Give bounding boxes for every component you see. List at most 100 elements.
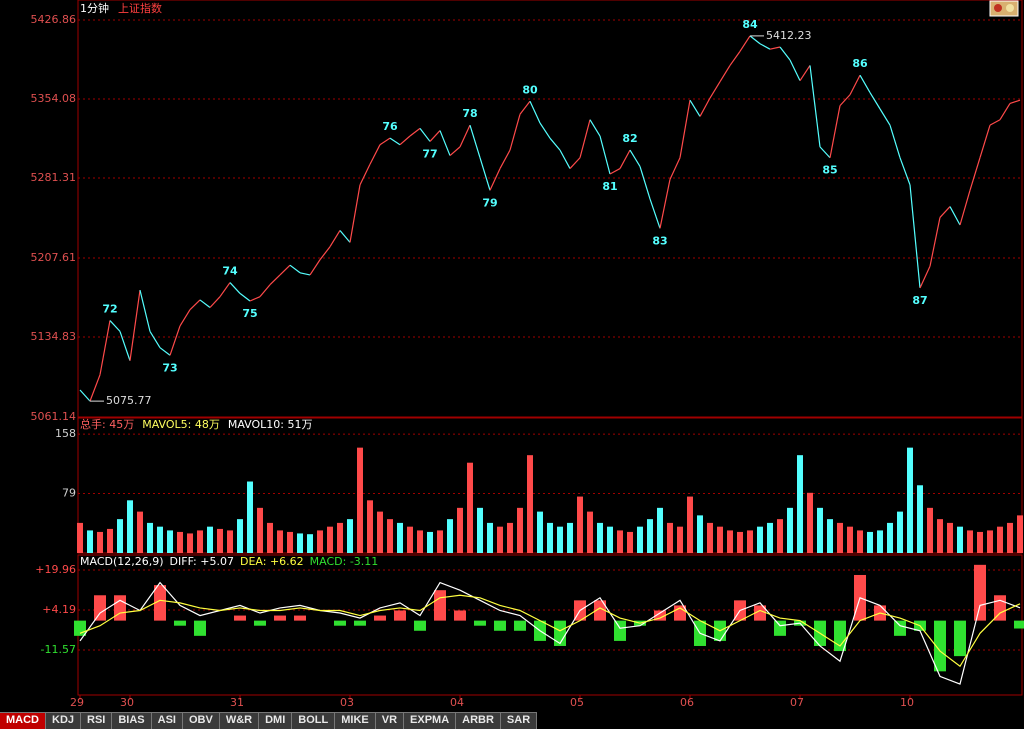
macd-bar [554,620,566,646]
volume-bar [1017,515,1023,553]
price-segment [559,149,571,169]
volume-bar [127,500,133,553]
indicator-tab[interactable]: MIKE [335,712,376,729]
indicator-tab[interactable]: VR [375,712,405,729]
price-segment [909,184,921,289]
price-segment [159,347,171,356]
volume-bar [347,519,353,553]
macd-bar [754,605,766,621]
volume-bar [547,522,553,553]
indicator-tab[interactable]: SAR [500,712,538,729]
volume-bar [917,485,923,553]
macd-bar [614,620,626,641]
indicator-tab[interactable]: OBV [182,712,220,729]
x-tick-label: 29 [70,696,84,709]
indicator-tab[interactable]: BIAS [112,712,152,729]
volume-bar [797,455,803,553]
macd-bar [1014,620,1024,629]
price-segment [709,81,721,99]
indicator-tab[interactable]: W&R [219,712,260,729]
price-segment [819,146,831,159]
wave-label: 79 [482,196,497,209]
wave-label: 82 [622,132,637,145]
volume-bar [207,526,213,553]
indicator-tab[interactable]: KDJ [46,712,82,729]
macd-bar [514,620,526,631]
price-segment [749,35,761,45]
price-segment [469,124,481,158]
macd-bar [354,620,366,626]
volume-bar [217,528,223,553]
y-tick-label: 5134.83 [31,330,77,343]
x-tick-label: 30 [120,696,134,709]
volume-bar [657,507,663,553]
macd-bar [194,620,206,636]
price-segment [739,35,751,52]
volume-bar [367,500,373,553]
price-segment [949,206,961,226]
price-segment [169,325,181,356]
price-segment [579,119,591,158]
price-segment [319,246,331,261]
volume-bar [187,533,193,553]
price-segment [979,124,991,158]
macd-bar [334,620,346,626]
volume-bar [107,528,113,553]
volume-bar [457,507,463,553]
indicator-tab[interactable]: DMI [259,712,293,729]
x-tick-label: 03 [340,696,354,709]
indicator-tab[interactable]: RSI [81,712,113,729]
macd-bar [474,620,486,626]
price-segment [389,137,401,146]
price-segment [799,65,811,81]
volume-bar [747,530,753,553]
macd-bar [294,615,306,621]
indicator-tab[interactable]: ASI [151,712,183,729]
indicator-tab[interactable]: BOLL [292,712,336,729]
price-segment [89,374,101,402]
volume-bar [157,526,163,553]
price-segment [539,122,551,139]
price-segment [399,135,411,146]
macd-bar [414,620,426,631]
macd-bar [234,615,246,621]
volume-bar [537,511,543,553]
price-segment [549,137,561,151]
price-segment [239,292,251,302]
macd-bar [494,620,506,631]
price-segment [449,146,461,157]
volume-bar [677,526,683,553]
indicator-tab[interactable]: ARBR [456,712,501,729]
price-segment [809,65,821,147]
price-segment [519,100,531,115]
volume-bar [737,531,743,553]
volume-bar [607,526,613,553]
price-segment [879,108,891,126]
price-segment [419,128,431,142]
icon-part [1006,4,1014,12]
indicator-tab[interactable]: EXPMA [404,712,457,729]
macd-bar [594,600,606,621]
price-segment [359,163,371,186]
volume-bar [287,531,293,553]
price-segment [459,124,471,148]
y-tick-label: -11.57 [41,643,76,656]
macd-bar [174,620,186,626]
wave-label: 75 [242,307,257,320]
volume-legend: 总手: 45万 [80,417,134,431]
volume-bar [527,455,533,553]
price-segment [659,179,671,229]
volume-bar [487,522,493,553]
wave-label: 73 [162,361,177,374]
y-tick-label: 158 [55,427,76,440]
price-segment [649,198,661,229]
price-segment [439,130,451,156]
price-segment [829,105,841,158]
price-segment [729,50,741,66]
y-tick-label: +19.96 [35,563,76,576]
y-tick-label: 5354.08 [31,92,77,105]
volume-bar [137,511,143,553]
x-tick-label: 10 [900,696,914,709]
indicator-tab[interactable]: MACD [0,712,46,729]
volume-bar [327,526,333,553]
